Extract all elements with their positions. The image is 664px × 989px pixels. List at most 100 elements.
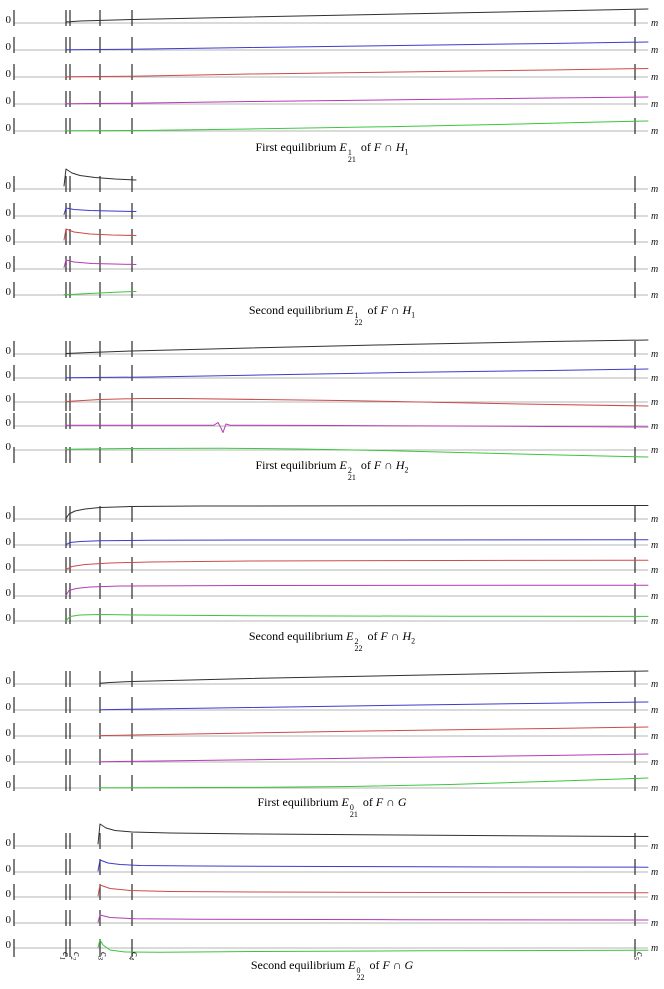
subplot-row-green <box>13 939 649 957</box>
subplot-row-black <box>13 8 649 26</box>
zero-label: 0 <box>5 369 12 381</box>
red-curve <box>97 884 649 897</box>
caption-supsub: 2 21 <box>348 467 356 482</box>
caption-set-b: H <box>402 303 412 317</box>
subplot-row-red <box>13 557 649 573</box>
subplot-row-red <box>13 884 649 900</box>
panel-caption: First equilibrium E 0 21 of F ∩ G <box>0 795 664 819</box>
m-label: m <box>651 705 659 716</box>
x-tick-label-c5: c5 <box>630 952 645 960</box>
caption-set-a: F <box>382 958 390 972</box>
x-tick-label-sub: 1 <box>58 956 66 960</box>
caption-set-b: H <box>395 458 405 472</box>
zero-label: 0 <box>5 888 12 900</box>
zero-label: 0 <box>5 180 12 192</box>
zero-label: 0 <box>5 862 12 875</box>
m-label: m <box>651 99 659 110</box>
panel-caption: Second equilibrium E 1 22 of F ∩ H1 <box>0 303 664 327</box>
caption-lead: First equilibrium <box>255 140 337 154</box>
subplot-row-blue <box>13 531 649 548</box>
x-tick-label-sub: 2 <box>69 956 77 960</box>
intersection-symbol: ∩ <box>386 795 395 809</box>
black-curve <box>65 8 649 23</box>
zero-label: 0 <box>5 675 12 687</box>
zero-label: 0 <box>5 41 12 53</box>
black-curve <box>97 823 649 845</box>
subplot-row-blue <box>13 858 649 875</box>
zero-label: 0 <box>5 913 12 926</box>
intersection-symbol: ∩ <box>390 629 400 643</box>
green-curve <box>97 939 649 953</box>
caption-set-a: F <box>380 629 388 643</box>
caption-var: E <box>341 795 349 809</box>
caption-of: of <box>362 795 373 809</box>
m-label: m <box>651 373 659 384</box>
caption-var: E <box>348 958 356 972</box>
m-label: m <box>651 539 659 551</box>
caption-set-b: H <box>395 140 405 154</box>
intersection-symbol: ∩ <box>384 140 393 154</box>
caption-of: of <box>360 140 371 154</box>
m-label: m <box>651 943 659 954</box>
red-curve <box>65 559 649 570</box>
panel-caption: First equilibrium E 2 21 of F ∩ H2 <box>0 458 664 482</box>
caption-lead: Second equilibrium <box>250 958 346 972</box>
zero-label: 0 <box>5 510 12 522</box>
caption-sub: 22 <box>354 644 363 653</box>
m-label: m <box>651 841 659 852</box>
zero-label: 0 <box>5 612 12 624</box>
m-label: m <box>651 349 659 360</box>
intersection-symbol: ∩ <box>392 958 402 972</box>
subplot-row-green <box>13 447 649 463</box>
subplot-row-magenta <box>13 749 649 765</box>
caption-set-b: H <box>402 629 412 643</box>
m-label: m <box>651 72 659 83</box>
magenta-curve <box>65 584 649 596</box>
black-curve <box>63 168 137 187</box>
caption-lead: Second equilibrium <box>248 629 344 643</box>
subplot-row-magenta <box>13 255 648 272</box>
m-label: m <box>651 237 659 248</box>
blue-curve <box>97 859 649 871</box>
caption-set-b-sub: 1 <box>411 310 416 320</box>
zero-label: 0 <box>5 561 12 573</box>
x-tick-label-c2: c2 <box>67 952 82 960</box>
m-label: m <box>651 783 659 794</box>
x-tick-label-c4: c4 <box>125 952 140 960</box>
subplot-row-green <box>13 118 649 134</box>
caption-sup: 2 <box>354 637 359 646</box>
red-curve <box>65 398 649 407</box>
m-label: m <box>651 210 659 222</box>
caption-var: E <box>339 458 347 472</box>
m-label: m <box>651 290 659 301</box>
m-label: m <box>651 679 659 690</box>
subplot-row-red <box>13 228 648 245</box>
x-tick-label-sub: 3 <box>96 956 104 960</box>
red-curve <box>65 68 649 78</box>
panel-caption: Second equilibrium E 0 22 of F ∩ G <box>0 958 664 982</box>
green-curve <box>63 291 137 296</box>
subplot-row-green <box>13 282 648 298</box>
blue-curve <box>65 368 649 379</box>
zero-label: 0 <box>5 122 12 134</box>
zero-label: 0 <box>5 393 12 405</box>
blue-curve <box>63 207 137 215</box>
caption-of: of <box>367 303 378 317</box>
caption-sup: 1 <box>347 148 352 157</box>
m-label: m <box>651 892 659 903</box>
zero-label: 0 <box>5 727 12 739</box>
subplot-row-magenta <box>13 413 649 433</box>
zero-label: 0 <box>5 345 12 357</box>
caption-var: E <box>339 140 347 154</box>
caption-set-a: F <box>373 458 382 472</box>
zero-label: 0 <box>5 233 12 245</box>
zero-label: 0 <box>5 14 12 26</box>
subplot-row-black <box>13 670 649 687</box>
zero-label: 0 <box>5 68 12 80</box>
caption-supsub: 1 21 <box>347 148 356 164</box>
black-curve <box>65 505 649 519</box>
